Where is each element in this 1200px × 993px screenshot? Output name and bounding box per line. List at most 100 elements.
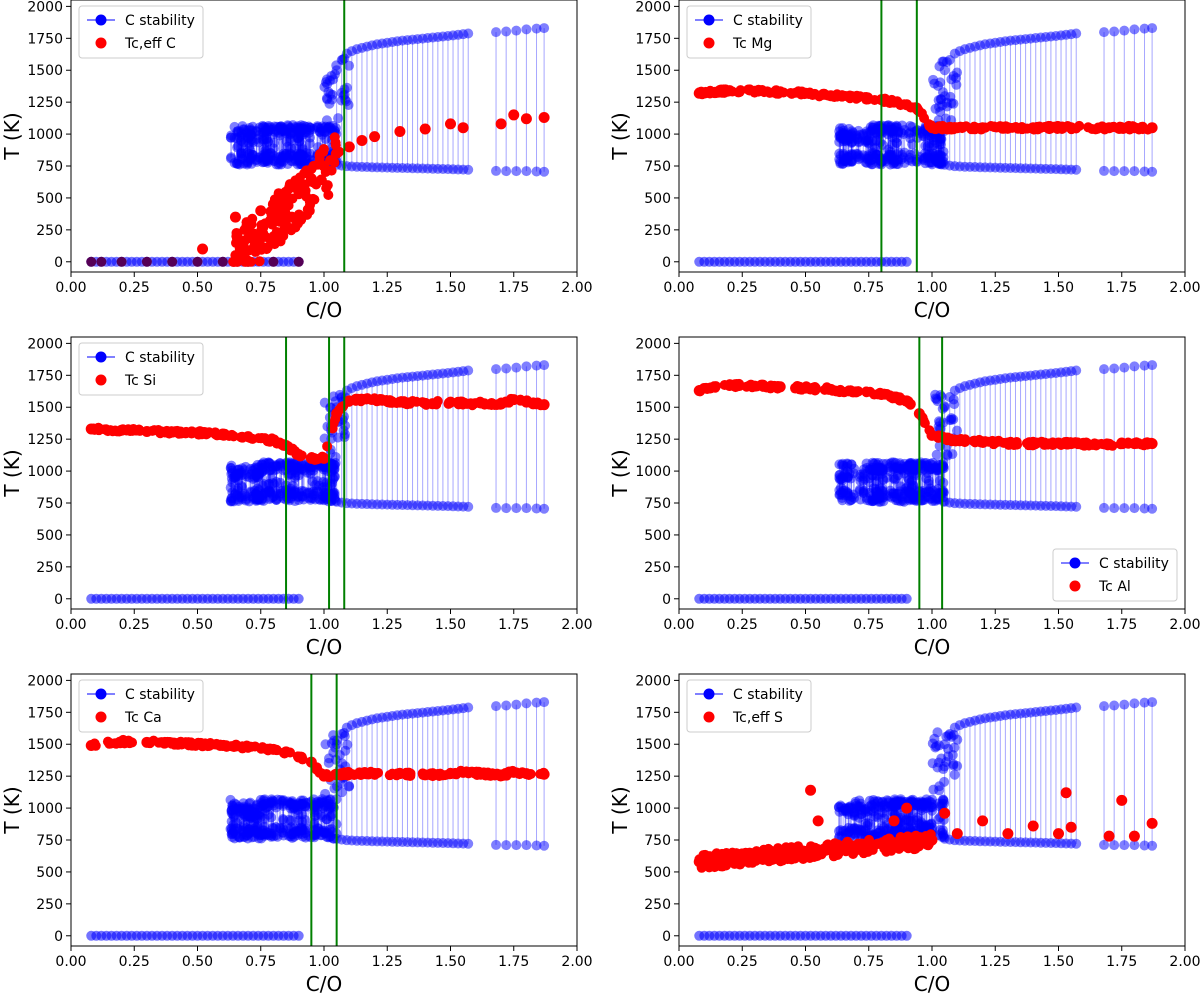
tc-point — [977, 436, 989, 448]
tc-point — [1083, 122, 1094, 133]
tc-point — [85, 423, 97, 435]
stability-point — [895, 460, 906, 471]
stability-point — [884, 122, 895, 133]
stability-point — [951, 72, 962, 83]
stability-point — [837, 458, 848, 469]
tc-point — [1146, 438, 1158, 450]
tc-point — [800, 87, 811, 99]
y-tick-label: 1000 — [27, 127, 63, 143]
tc-point — [790, 383, 801, 394]
stability-point — [895, 481, 906, 492]
legend-marker-tc — [95, 711, 107, 723]
tc-point — [1013, 123, 1024, 134]
stability-point — [837, 473, 848, 484]
stability-point — [1099, 364, 1110, 375]
stability-point — [290, 467, 301, 478]
stability-point — [521, 361, 532, 372]
stability-point — [257, 800, 268, 811]
x-tick-label: 1.75 — [498, 280, 529, 296]
stability-point — [463, 164, 474, 175]
stability-point — [320, 788, 331, 799]
tc-point — [835, 387, 846, 398]
tc-point — [286, 225, 297, 236]
tc-point — [457, 766, 469, 778]
y-tick-label: 500 — [36, 191, 63, 207]
stability-point — [1071, 501, 1082, 512]
plot-area — [86, 0, 550, 272]
tc-point — [318, 147, 329, 158]
y-tick-label: 1500 — [635, 400, 671, 416]
stability-point — [271, 485, 282, 496]
tc-point — [961, 121, 972, 132]
tc-point — [951, 122, 963, 134]
stability-point — [310, 494, 321, 505]
tc-point — [875, 388, 887, 400]
tc-point — [323, 190, 334, 201]
tc-point — [255, 205, 267, 217]
stability-point — [333, 113, 344, 124]
stability-point — [275, 477, 286, 488]
x-tick-label: 2.00 — [561, 617, 592, 633]
stability-point — [1129, 24, 1140, 35]
tc-point — [710, 381, 721, 392]
tc-point — [343, 768, 355, 780]
tc-point — [1053, 437, 1064, 449]
legend-label-stability: C stability — [125, 687, 195, 703]
tc-point — [204, 740, 215, 751]
x-tick-label: 1.75 — [498, 617, 529, 633]
stability-point — [531, 840, 542, 851]
stability-point — [1147, 503, 1158, 514]
tc-point — [192, 427, 203, 439]
stability-point — [228, 811, 239, 822]
y-tick-label: 0 — [54, 255, 63, 271]
stability-point — [298, 150, 309, 161]
stability-point — [280, 128, 291, 139]
x-tick-label: 0.75 — [245, 617, 276, 633]
stability-point — [531, 23, 542, 34]
stability-point — [342, 739, 353, 750]
stability-point — [501, 840, 512, 851]
stability-point — [297, 816, 308, 827]
stability-point — [1099, 27, 1110, 38]
stability-point — [938, 477, 949, 488]
tc-point — [232, 256, 243, 267]
tc-point — [693, 87, 705, 99]
stability-point — [228, 824, 239, 835]
y-tick-label: 2000 — [27, 673, 63, 689]
legend-label-tc: Tc Si — [124, 373, 156, 389]
tc-point — [774, 381, 786, 393]
tc-point — [1053, 122, 1064, 134]
tc-point — [141, 425, 153, 437]
stability-point — [501, 700, 512, 711]
stability-point — [909, 491, 920, 502]
tc-point — [322, 441, 333, 452]
tc-point — [386, 395, 397, 406]
chart-panel-al: 0.00 0.25 0.50 0.75 1.00 1.25 1.50 1.75 2.00 0 250… — [608, 336, 1200, 659]
tc-point — [267, 434, 279, 446]
tc-point — [977, 122, 989, 134]
stability-point — [236, 148, 247, 159]
stability-point — [284, 814, 295, 825]
stability-point — [1109, 363, 1120, 374]
x-tick-label: 0.75 — [245, 954, 276, 970]
stability-point — [846, 494, 857, 505]
tc-point — [293, 751, 305, 763]
tc-point — [1146, 122, 1158, 134]
plot-area — [85, 337, 550, 609]
tc-point — [301, 165, 312, 176]
tc-point — [125, 425, 136, 436]
tc-point — [1128, 122, 1140, 134]
stability-point — [252, 459, 263, 470]
stability-point — [1109, 166, 1120, 177]
x-tick-label: 0.50 — [790, 280, 821, 296]
tc-point — [538, 111, 550, 123]
stability-point — [837, 490, 848, 501]
legend: C stability Tc Mg — [686, 5, 812, 59]
legend-label-tc: Tc Mg — [732, 36, 772, 52]
x-axis-label: C/O — [914, 298, 950, 322]
tc-point — [293, 186, 305, 198]
stability-point — [321, 115, 332, 126]
tc-point — [520, 396, 532, 408]
stability-point — [1099, 502, 1110, 513]
stability-point — [1119, 362, 1130, 373]
